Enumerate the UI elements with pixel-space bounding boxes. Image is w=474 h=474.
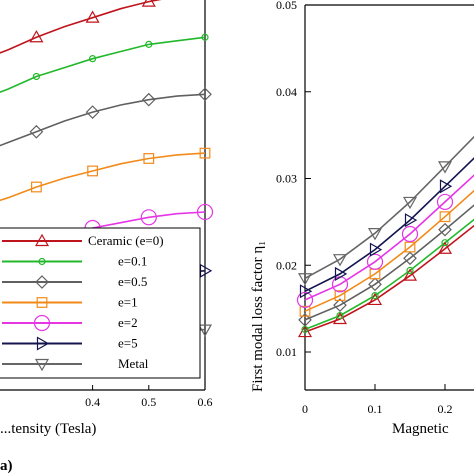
right-plot: 0.01 0.02 0.03 0.04 0.05 0 0.1 0.2 First modal… — [250, 0, 474, 437]
right-marker-ceramic-e-0 — [332, 311, 348, 325]
legend-label-e-0-1: e=0.1 — [118, 254, 147, 269]
left-marker-ceramic-e-0 — [85, 10, 100, 23]
right-marker-e-0-5 — [403, 251, 417, 266]
right-marker-e-0-5 — [438, 222, 452, 237]
legend-marker-e-0-5 — [35, 275, 49, 289]
right-x-tick-label: 0 — [302, 402, 308, 416]
right-marker-e-0-5 — [298, 313, 312, 327]
legend-label-e-1: e=1 — [118, 295, 138, 310]
right-marker-e-5 — [299, 284, 313, 299]
right-y-axis-label: First modal loss factor η₁ — [250, 241, 266, 392]
left-x-tick-label: 0.6 — [198, 395, 213, 409]
right-y-tick-label: 0.03 — [276, 172, 297, 186]
legend-marker-e-2 — [33, 314, 51, 332]
right-line-e-5 — [304, 157, 474, 293]
left-marker-e-2 — [140, 209, 157, 226]
right-marker-e-0-1 — [406, 266, 414, 275]
right-marker-e-0-1 — [336, 311, 344, 320]
right-y-tick-label: 0.05 — [276, 0, 297, 12]
legend-marker-metal — [34, 358, 50, 372]
legend-label-e-2: e=2 — [118, 315, 138, 330]
right-marker-e-5 — [369, 242, 383, 257]
right-y-tick-label: 0.04 — [276, 85, 297, 99]
right-marker-e-2 — [436, 193, 454, 211]
left-x-axis-label: ...tensity (Tesla) — [0, 421, 96, 437]
left-marker-e-1 — [31, 181, 42, 193]
right-marker-metal — [297, 273, 313, 286]
left-marker-e-0-5 — [29, 124, 44, 139]
left-line-e-0-1 — [0, 36, 206, 94]
right-line-ceramic-e-0 — [304, 224, 474, 333]
left-line-e-1 — [0, 152, 206, 202]
right-marker-e-0-5 — [368, 277, 382, 292]
left-marker-e-1 — [87, 165, 99, 177]
legend-label-e-0-5: e=0.5 — [118, 274, 147, 289]
right-line-e-2 — [304, 174, 474, 301]
right-marker-ceramic-e-0 — [367, 292, 383, 306]
right-marker-ceramic-e-0 — [402, 268, 418, 281]
right-marker-e-1 — [439, 211, 451, 223]
left-marker-metal — [197, 324, 213, 337]
legend-label-e-5: e=5 — [118, 336, 138, 351]
left-plot: 0.4 0.5 0.6 Ceramic (e=0) e=0.1 e=0.5 e=1 e=2 e… — [0, 0, 214, 474]
legend-label-metal: Metal — [118, 356, 149, 371]
legend: Ceramic (e=0) e=0.1 e=0.5 e=1 e=2 e=5 Metal — [0, 227, 201, 379]
right-marker-metal — [332, 254, 348, 267]
right-marker-e-0-5 — [333, 298, 347, 313]
left-marker-e-0-1 — [201, 33, 209, 41]
right-marker-metal — [402, 196, 418, 210]
right-line-metal — [304, 135, 474, 280]
right-y-tick-label: 0.01 — [276, 345, 297, 359]
right-marker-e-5 — [334, 266, 348, 281]
right-marker-e-2 — [401, 225, 419, 243]
right-marker-e-1 — [404, 241, 416, 253]
right-series-lines — [304, 135, 474, 333]
right-marker-e-1 — [334, 290, 346, 302]
right-line-e-0-1 — [304, 218, 474, 331]
right-x-tick-label: 0.2 — [438, 402, 453, 416]
right-series-markers — [296, 161, 454, 338]
right-marker-e-0-1 — [441, 239, 449, 247]
panel-label: a) — [0, 458, 13, 474]
left-marker-e-2 — [196, 203, 214, 221]
right-x-axis-label: Magnetic — [392, 421, 449, 437]
left-marker-e-1 — [143, 153, 155, 164]
right-marker-e-5 — [439, 179, 453, 194]
right-line-e-0-5 — [304, 204, 474, 321]
right-marker-e-1 — [299, 305, 311, 317]
left-marker-e-0-1 — [88, 55, 97, 63]
right-y-ticks: 0.01 0.02 0.03 0.04 0.05 — [276, 0, 311, 359]
right-x-tick-label: 0.1 — [368, 402, 383, 416]
left-x-tick-label: 0.4 — [85, 395, 100, 409]
left-marker-e-0-1 — [32, 72, 41, 81]
legend-label-ceramic-e-0: Ceramic (e=0) — [88, 233, 164, 248]
left-marker-e-1 — [199, 147, 211, 159]
left-marker-ceramic-e-0 — [141, 0, 156, 7]
left-line-ceramic-e-0 — [0, 0, 162, 54]
right-marker-e-2 — [296, 291, 314, 309]
right-y-tick-label: 0.02 — [276, 258, 297, 272]
right-marker-metal — [367, 228, 383, 241]
right-marker-metal — [437, 161, 453, 174]
right-marker-e-0-1 — [371, 292, 379, 300]
left-marker-e-0-5 — [85, 105, 100, 119]
right-marker-e-2 — [366, 253, 384, 270]
legend-marker-e-1 — [36, 297, 48, 308]
left-marker-e-0-1 — [145, 40, 153, 48]
left-marker-e-0-5 — [198, 87, 212, 102]
left-line-e-0-5 — [0, 93, 206, 147]
left-x-tick-label: 0.5 — [141, 395, 156, 409]
left-x-ticks: 0.4 0.5 0.6 — [85, 385, 213, 409]
right-x-ticks: 0 0.1 0.2 — [302, 384, 453, 416]
legend-marker-e-5 — [36, 336, 50, 351]
right-marker-e-5 — [404, 213, 418, 228]
right-line-e-1 — [304, 189, 474, 312]
legend-marker-ceramic-e-0 — [34, 233, 50, 247]
legend-marker-e-0-1 — [38, 257, 46, 266]
right-marker-ceramic-e-0 — [437, 241, 453, 254]
left-marker-ceramic-e-0 — [29, 30, 44, 43]
left-marker-e-0-5 — [141, 92, 156, 107]
